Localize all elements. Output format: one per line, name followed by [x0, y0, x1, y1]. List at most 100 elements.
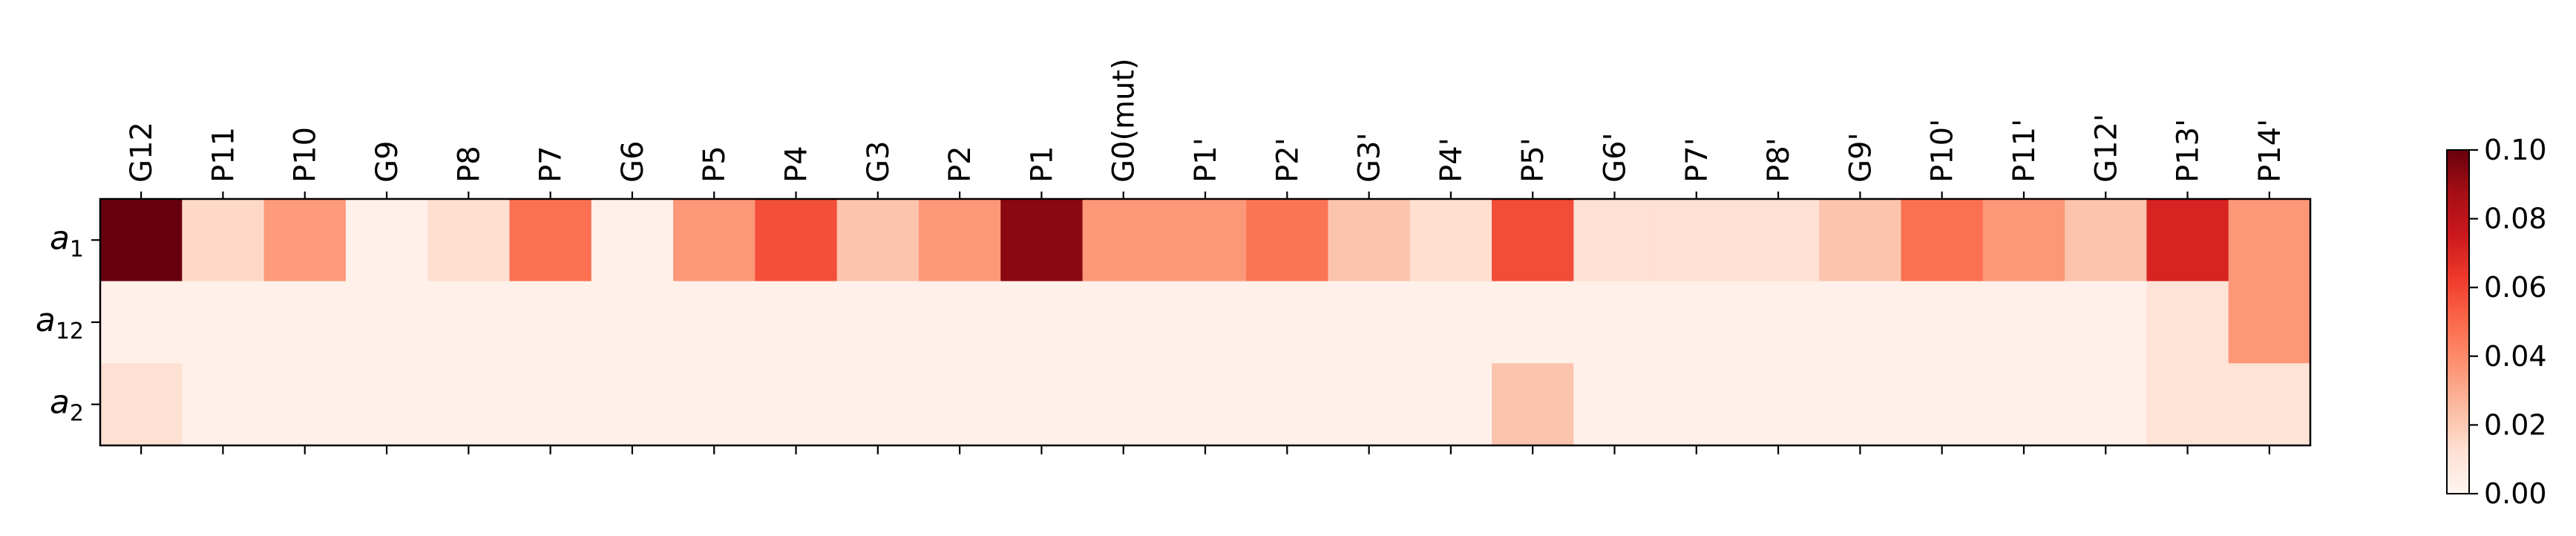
heatmap-cell: [2146, 363, 2229, 446]
heatmap-cell: [427, 281, 511, 364]
heatmap-cell: [1082, 199, 1165, 282]
heatmap-cell: [1492, 363, 1574, 446]
x-tick-label: P11: [206, 127, 240, 183]
x-tick-label: P7': [1680, 137, 1714, 183]
heatmap-cell: [1982, 363, 2065, 446]
x-tick-label: P11': [2008, 119, 2042, 183]
heatmap-cell: [2228, 363, 2311, 446]
heatmap-cell: [263, 281, 347, 364]
x-tick-label: G9': [1843, 133, 1878, 183]
heatmap-cell: [1573, 281, 1656, 364]
heatmap-cell: [2065, 199, 2148, 282]
x-tick-label: P2: [943, 146, 977, 183]
heatmap-cell: [836, 363, 920, 446]
heatmap-cell: [182, 199, 265, 282]
heatmap-cell: [1328, 199, 1411, 282]
y-tick-labels: a1 a12 a2: [36, 219, 100, 427]
x-tick-label: G9: [370, 141, 404, 183]
x-tick-label: P5': [1516, 137, 1550, 183]
x-tick-label: P4': [1435, 137, 1469, 183]
heatmap-cell: [1901, 199, 1984, 282]
heatmap-cell: [1655, 199, 1738, 282]
x-tick-label: G6: [616, 141, 650, 183]
heatmap-cell: [1492, 281, 1574, 364]
heatmap-cell: [2146, 281, 2229, 364]
heatmap-cell: [1819, 363, 1902, 446]
x-tick-label: P7: [534, 146, 568, 183]
colorbar-tick-label: 0.08: [2484, 203, 2547, 235]
heatmap-cell: [1982, 281, 2065, 364]
heatmap-cell: [2228, 199, 2311, 282]
heatmap-cell: [1409, 199, 1492, 282]
heatmap-cell: [2228, 281, 2311, 364]
y-tick-label: a12: [36, 301, 84, 344]
heatmap-cell: [918, 199, 1001, 282]
heatmap-cell: [1409, 363, 1492, 446]
heatmap-cells: [100, 199, 2311, 446]
x-tick-label: G3': [1353, 133, 1387, 183]
heatmap-cell: [1655, 363, 1738, 446]
heatmap-cell: [345, 199, 428, 282]
x-tick-label: P14': [2253, 119, 2287, 183]
heatmap-cell: [427, 199, 511, 282]
x-tick-marks: [140, 192, 2270, 454]
heatmap-cell: [2065, 363, 2148, 446]
x-tick-label: G6': [1599, 133, 1633, 183]
heatmap-cell: [1000, 363, 1084, 446]
heatmap-cell: [427, 363, 511, 446]
heatmap-cell: [1082, 363, 1165, 446]
heatmap-cell: [100, 281, 183, 364]
x-tick-label: P10': [1926, 119, 1960, 183]
x-tick-label: P1: [1025, 146, 1059, 183]
x-tick-label: P13': [2172, 119, 2206, 183]
y-tick-label: a2: [50, 384, 84, 427]
heatmap-cell: [673, 363, 756, 446]
heatmap-cell: [100, 363, 183, 446]
heatmap-cell: [263, 199, 347, 282]
heatmap-cell: [1819, 199, 1902, 282]
heatmap-cell: [509, 363, 592, 446]
heatmap-cell: [591, 281, 674, 364]
heatmap-cell: [1901, 363, 1984, 446]
heatmap-cell: [1901, 281, 1984, 364]
heatmap-cell: [2146, 199, 2229, 282]
heatmap-cell: [1492, 199, 1574, 282]
heatmap-cell: [182, 281, 265, 364]
heatmap-cell: [1737, 363, 1820, 446]
heatmap-cell: [1409, 281, 1492, 364]
x-tick-label: P2': [1271, 137, 1305, 183]
heatmap-cell: [1737, 199, 1820, 282]
heatmap-cell: [1573, 199, 1656, 282]
x-tick-label: P1': [1189, 137, 1223, 183]
colorbar-tick-label: 0.06: [2484, 271, 2547, 304]
heatmap-cell: [755, 281, 838, 364]
colorbar-ticks: 0.00 0.02 0.04 0.06 0.08 0.10: [2469, 134, 2547, 510]
heatmap-cell: [509, 281, 592, 364]
heatmap-cell: [591, 199, 674, 282]
heatmap-cell: [755, 363, 838, 446]
x-tick-label: P4: [780, 146, 814, 183]
heatmap-cell: [509, 199, 592, 282]
x-tick-label: G12': [2089, 114, 2123, 183]
heatmap-cell: [1328, 363, 1411, 446]
heatmap-cell: [836, 199, 920, 282]
heatmap-cell: [100, 199, 183, 282]
heatmap-cell: [1737, 281, 1820, 364]
colorbar-tick-label: 0.10: [2484, 134, 2547, 166]
colorbar-tick-label: 0.04: [2484, 340, 2547, 373]
heatmap-cell: [1573, 363, 1656, 446]
heatmap-cell: [1000, 199, 1084, 282]
heatmap-cell: [1655, 281, 1738, 364]
x-tick-label: P5: [698, 146, 732, 183]
heatmap-cell: [755, 199, 838, 282]
heatmap-cell: [1082, 281, 1165, 364]
y-tick-label: a1: [50, 219, 84, 262]
heatmap-cell: [673, 281, 756, 364]
heatmap-cell: [1246, 281, 1329, 364]
heatmap-cell: [673, 199, 756, 282]
x-tick-label: G3: [862, 141, 896, 183]
colorbar-tick-label: 0.02: [2484, 408, 2547, 441]
x-tick-label: P10: [289, 127, 323, 183]
colorbar-tick-label: 0.00: [2484, 477, 2547, 510]
